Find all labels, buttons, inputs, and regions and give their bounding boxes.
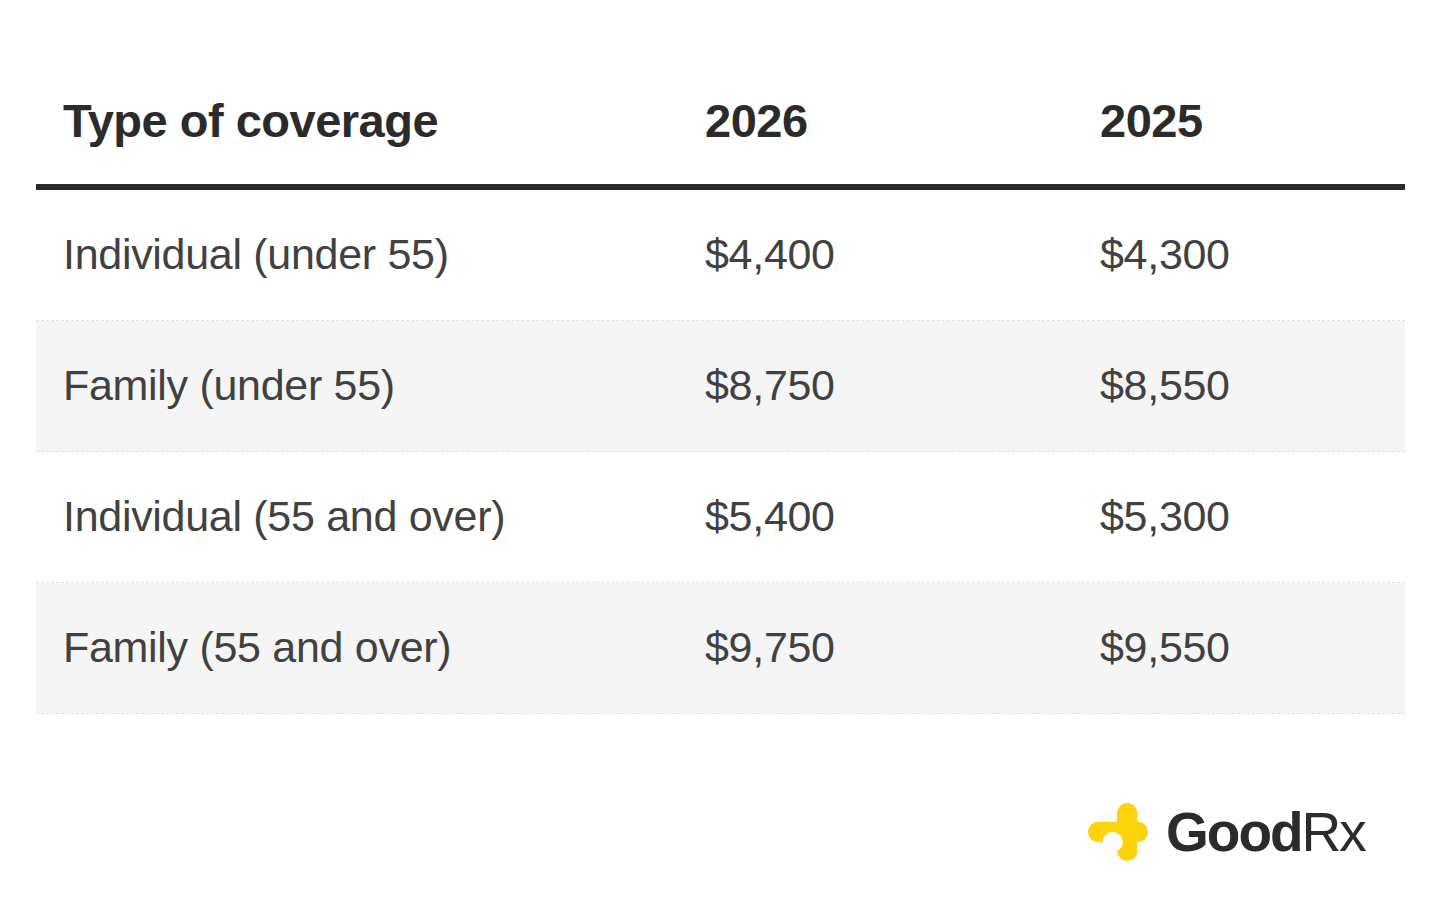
column-header-2025: 2025 [1100, 95, 1405, 147]
value-2025: $8,550 [1100, 362, 1405, 409]
value-2026: $8,750 [705, 362, 1100, 409]
value-2025: $9,550 [1100, 624, 1405, 671]
column-header-type-of-coverage: Type of coverage [36, 95, 705, 147]
table-row: Family (55 and over) $9,750 $9,550 [36, 583, 1405, 714]
value-2025: $4,300 [1100, 231, 1405, 278]
column-header-2026: 2026 [705, 95, 1100, 147]
row-label: Family (under 55) [36, 362, 705, 409]
table-row: Individual (under 55) $4,400 $4,300 [36, 190, 1405, 321]
table-header-row: Type of coverage 2026 2025 [36, 58, 1405, 190]
value-2025: $5,300 [1100, 493, 1405, 540]
wordmark-rx: Rx [1302, 801, 1365, 863]
row-label: Individual (55 and over) [36, 493, 705, 540]
goodrx-logo: GoodRx [1087, 801, 1365, 863]
value-2026: $5,400 [705, 493, 1100, 540]
row-label: Family (55 and over) [36, 624, 705, 671]
wordmark-good: Good [1166, 801, 1302, 863]
table-row: Individual (55 and over) $5,400 $5,300 [36, 452, 1405, 583]
infographic-canvas: Type of coverage 2026 2025 Individual (u… [0, 0, 1440, 916]
coverage-limits-table: Type of coverage 2026 2025 Individual (u… [36, 58, 1405, 714]
table-row: Family (under 55) $8,750 $8,550 [36, 321, 1405, 452]
value-2026: $9,750 [705, 624, 1100, 671]
row-label: Individual (under 55) [36, 231, 705, 278]
value-2026: $4,400 [705, 231, 1100, 278]
goodrx-wordmark: GoodRx [1166, 805, 1365, 860]
goodrx-plus-icon [1087, 801, 1149, 863]
